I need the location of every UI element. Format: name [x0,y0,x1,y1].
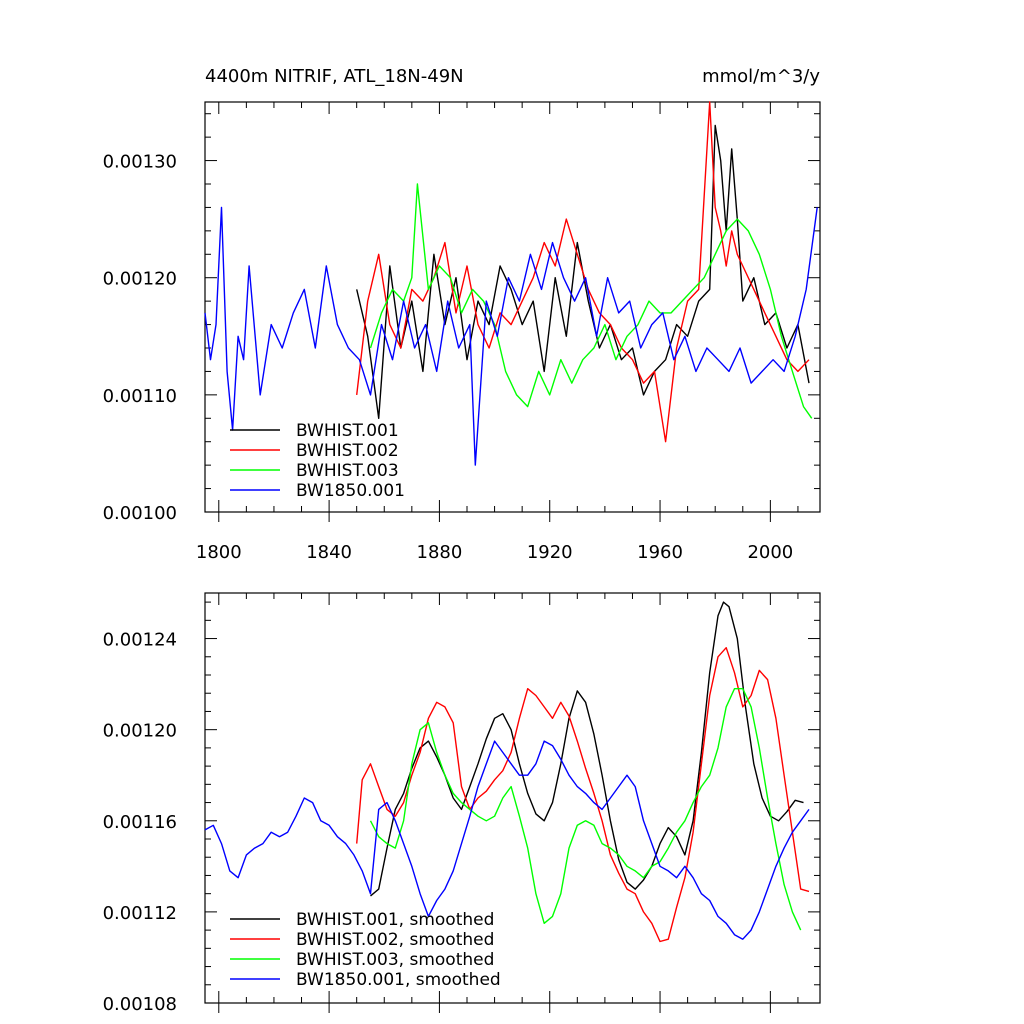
top-series-lines [204,101,818,466]
bottom-series-line-3 [369,688,802,931]
bottom-series-lines [204,601,810,943]
top-y-tick-label: 0.00100 [103,503,177,524]
top-x-tick-labels: 1800 1840 1880 1920 1960 2000 [196,542,793,563]
top-x-tick-label: 1960 [637,542,683,563]
bottom-plot-frame [204,592,821,1004]
bottom-series-line-2 [356,647,810,943]
top-x-tick-label: 1920 [527,542,573,563]
bottom-ticks [205,593,820,1013]
top-ticks [205,102,820,522]
top-series-line-3 [369,183,813,419]
bottom-legend-label: BW1850.001, smoothed [296,970,501,990]
bottom-chart: 0.00108 0.00112 0.00116 0.00120 0.00124 BWHI… [103,592,821,1015]
bottom-y-tick-label: 0.00116 [103,812,177,833]
top-series-line-1 [356,124,810,419]
bottom-y-tick-label: 0.00108 [103,994,177,1015]
top-x-tick-label: 1880 [417,542,463,563]
top-legend-label: BWHIST.002 [296,441,399,461]
top-y-tick-label: 0.00130 [103,152,177,173]
top-x-tick-label: 1800 [196,542,242,563]
bottom-y-tick-labels: 0.00108 0.00112 0.00116 0.00120 0.00124 [103,630,177,1015]
top-legend-label: BWHIST.001 [296,421,399,441]
top-x-tick-label: 2000 [747,542,793,563]
top-chart-units: mmol/m^3/y [702,66,820,87]
top-y-tick-label: 0.00110 [103,386,177,407]
top-y-tick-labels: 0.00100 0.00110 0.00120 0.00130 [103,152,177,524]
top-chart: 0.00100 0.00110 0.00120 0.00130 1800 1840 188… [103,101,821,563]
bottom-legend-label: BWHIST.002, smoothed [296,930,494,950]
top-series-line-2 [356,101,810,443]
bottom-legend-label: BWHIST.001, smoothed [296,910,494,930]
top-x-tick-label: 1840 [306,542,352,563]
top-plot-frame [204,101,821,513]
top-legend-label: BWHIST.003 [296,461,399,481]
top-chart-title: 4400m NITRIF, ATL_18N-49N [205,66,464,87]
top-y-tick-label: 0.00120 [103,269,177,290]
bottom-series-line-4 [204,740,810,940]
bottom-y-tick-label: 0.00120 [103,721,177,742]
bottom-legend-label: BWHIST.003, smoothed [296,950,494,970]
top-series-line-4 [204,206,818,466]
bottom-y-tick-label: 0.00112 [103,903,177,924]
top-legend-label: BW1850.001 [296,481,405,501]
bottom-y-tick-label: 0.00124 [103,630,177,651]
